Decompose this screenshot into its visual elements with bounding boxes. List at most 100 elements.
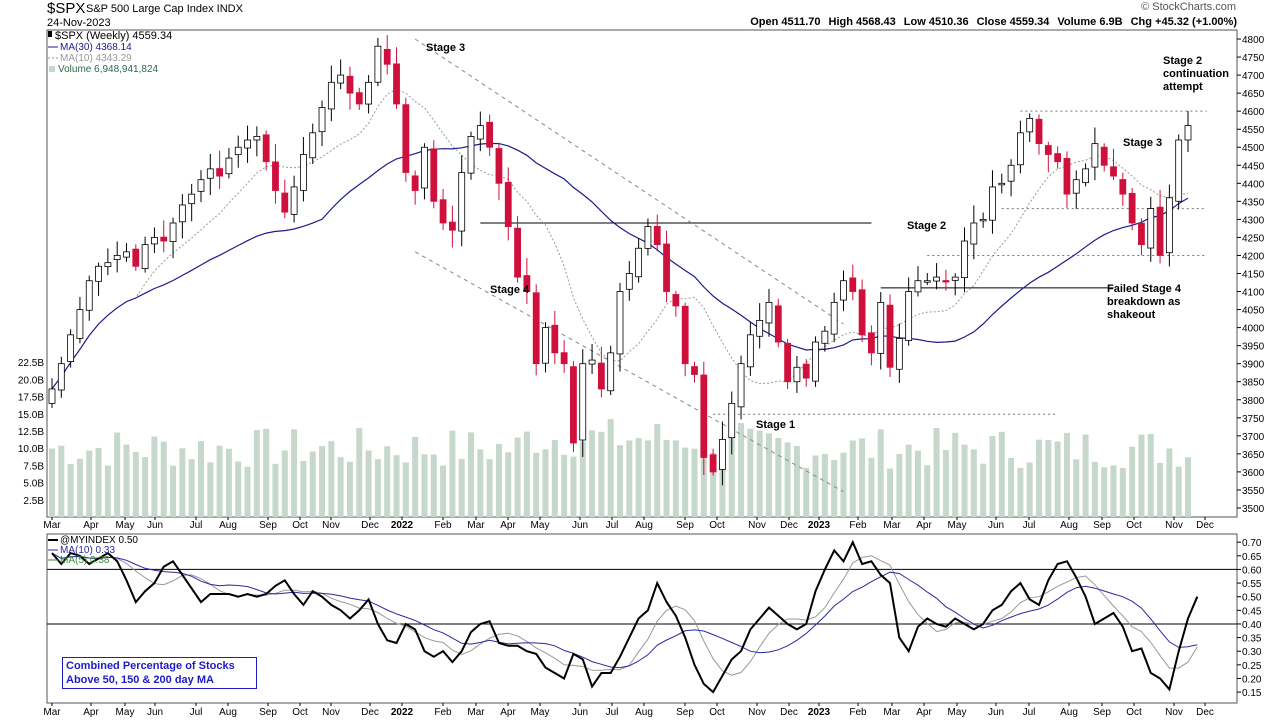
candle-body <box>551 324 559 354</box>
volume-bar <box>468 432 475 517</box>
price-tick-label: 4450 <box>1242 161 1265 172</box>
breadth-tick-label: 0.40 <box>1242 620 1262 631</box>
month-tick-label: Jun <box>147 520 163 531</box>
month-tick-label: Feb <box>434 707 452 718</box>
candle-body <box>374 45 382 83</box>
candle-body <box>253 136 261 141</box>
breadth-box-line2: Above 50, 150 & 200 day MA <box>66 674 214 686</box>
volume-bar <box>67 464 74 517</box>
candle-body <box>579 363 587 441</box>
candle-body <box>1110 166 1117 177</box>
volume-tick-label: 15.0B <box>18 410 44 421</box>
candle-body <box>300 154 307 191</box>
volume-bar <box>849 440 856 517</box>
candle-body <box>1184 125 1192 141</box>
volume-bar <box>942 450 949 517</box>
candle-body <box>886 304 894 368</box>
volume-bars <box>49 419 1191 517</box>
month-tick-label: Aug <box>1060 707 1078 718</box>
volume-bar <box>132 451 139 517</box>
volume-bar <box>216 445 223 517</box>
price-tick-label: 4400 <box>1242 179 1265 190</box>
volume-bar <box>384 446 391 517</box>
volume-bar <box>356 428 363 517</box>
candle-body <box>1035 118 1043 145</box>
month-tick-label: Oct <box>292 707 308 718</box>
price-tick-label: 4200 <box>1242 251 1265 262</box>
breadth-legend: @MYINDEX 0.50 MA(10) 0.33 MA(5) 0.38 <box>48 535 138 566</box>
candle-body <box>812 341 819 382</box>
volume-tick-label: 2.5B <box>23 496 44 507</box>
volume-bar <box>104 465 111 517</box>
candle-body <box>234 146 242 156</box>
month-tick-label: May <box>948 520 967 531</box>
volume-bar <box>328 441 335 517</box>
volume-bar <box>738 423 745 517</box>
month-tick-label: 2022 <box>391 520 414 531</box>
volume-bar <box>263 428 270 517</box>
breadth-tick-label: 0.70 <box>1242 538 1262 549</box>
candle-body <box>225 157 233 175</box>
candle-body <box>728 402 736 439</box>
volume-bar <box>374 459 381 517</box>
volume-bar <box>551 439 558 517</box>
breadth-tick-label: 0.55 <box>1242 579 1262 590</box>
ma10-line <box>51 88 1189 390</box>
candle-body <box>514 227 521 278</box>
volume-bar <box>1129 446 1136 517</box>
candle-body <box>1072 179 1080 194</box>
candle-body <box>691 366 698 375</box>
candle-body <box>653 226 661 246</box>
candle-body <box>178 204 186 223</box>
volume-bar <box>365 450 372 517</box>
volume-bar <box>691 448 698 517</box>
volume-bar <box>933 427 940 517</box>
breadth-description-box: Combined Percentage of Stocks Above 50, … <box>62 657 257 689</box>
volume-bar <box>812 455 819 517</box>
candle-body <box>998 182 1006 186</box>
volume-bar <box>989 436 996 517</box>
candle-body <box>95 265 102 282</box>
candle-body <box>709 454 717 473</box>
breadth-legend-ma10: MA(10) 0.33 <box>60 545 115 556</box>
price-tick-label: 4700 <box>1242 71 1265 82</box>
candle-body <box>1063 158 1071 195</box>
volume-bar <box>281 450 288 517</box>
volume-bar <box>123 444 130 517</box>
month-tick-label: Aug <box>635 707 653 718</box>
candle-body <box>467 136 475 174</box>
annotation-stage1: Stage 1 <box>756 419 795 431</box>
volume-value: Volume 6.9B <box>1057 16 1123 28</box>
legend-price: $SPX (Weekly) 4559.34 <box>55 30 172 42</box>
low-value: Low 4510.36 <box>903 16 969 28</box>
volume-bar <box>561 454 568 517</box>
month-tick-label: Aug <box>1060 520 1078 531</box>
candle-body <box>961 240 968 279</box>
volume-bar <box>95 447 102 517</box>
axes: 3500 3550 3600 3650 3700 3750 3800 3850 3900 3950… <box>18 35 1265 718</box>
candle-body <box>635 247 643 278</box>
volume-bar <box>495 443 502 517</box>
volume-bar <box>1147 434 1154 517</box>
candle-body <box>123 251 130 258</box>
volume-bar <box>905 444 912 517</box>
annotation-stage3-right: Stage 3 <box>1123 137 1162 149</box>
candle-body <box>448 221 456 231</box>
volume-bar <box>914 450 921 517</box>
candle-body <box>532 292 540 365</box>
candle-body <box>48 388 56 404</box>
price-tick-label: 3800 <box>1242 396 1265 407</box>
candle-body <box>476 125 484 140</box>
channel-line <box>414 251 844 493</box>
month-tick-label: Mar <box>883 707 901 718</box>
candle-body <box>244 139 251 149</box>
volume-bar <box>570 456 577 517</box>
price-tick-label: 4000 <box>1242 324 1265 335</box>
candle-body <box>644 226 652 249</box>
candle-body <box>765 301 773 324</box>
annotation-stage4: Stage 4 <box>490 284 530 296</box>
candle-body <box>1128 192 1136 224</box>
candle-body <box>430 148 438 202</box>
price-tick-label: 4350 <box>1242 197 1265 208</box>
month-tick-label: Sep <box>259 520 277 531</box>
